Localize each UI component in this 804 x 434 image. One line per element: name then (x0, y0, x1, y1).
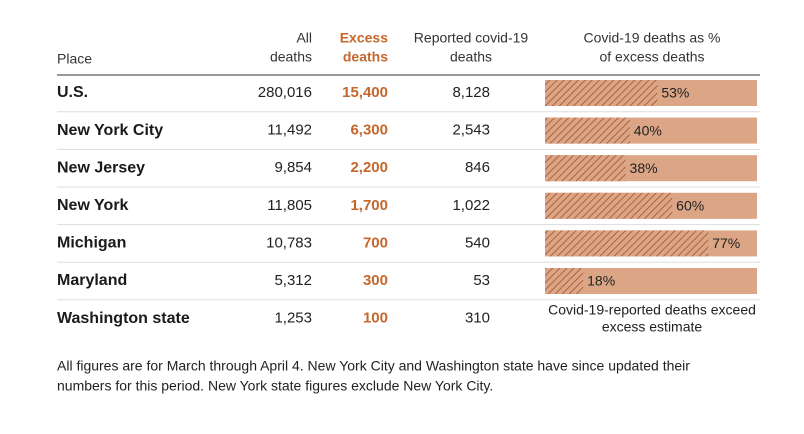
bar-covid (545, 117, 630, 144)
reported-deaths: 846 (465, 159, 490, 176)
all-deaths: 11,492 (267, 122, 312, 139)
reported-deaths: 53 (473, 272, 490, 289)
pct-label: 77% (712, 235, 740, 251)
bar-covid (545, 268, 584, 294)
bar-covid (545, 80, 658, 106)
bar-covid (545, 192, 673, 219)
place: Washington state (57, 310, 190, 327)
pct-label: 40% (634, 122, 662, 138)
all-deaths: 10,783 (266, 234, 312, 251)
reported-deaths: 1,022 (452, 197, 490, 214)
reported-deaths: 540 (465, 234, 490, 251)
place: New York City (57, 122, 163, 139)
bar-covid (545, 230, 709, 257)
header-pct: of excess deaths (599, 49, 704, 65)
pct-label: 38% (630, 160, 658, 176)
place: New York (57, 197, 129, 214)
excess-deaths: 300 (363, 272, 388, 289)
all-deaths: 5,312 (274, 272, 312, 289)
pct-label: 18% (587, 273, 615, 289)
place: Maryland (57, 272, 127, 289)
all-deaths: 9,854 (274, 159, 312, 176)
footnote: All figures are for March through April … (57, 358, 690, 374)
reported-deaths: 310 (465, 310, 490, 327)
excess-deaths: 6,300 (350, 122, 388, 139)
row-note: Covid-19-reported deaths exceed (548, 301, 756, 317)
footnote: numbers for this period. New York state … (57, 378, 493, 394)
header-all_deaths: deaths (270, 49, 312, 65)
place: Michigan (57, 235, 126, 252)
header-reported: deaths (450, 49, 492, 65)
all-deaths: 11,805 (267, 197, 312, 214)
header-excess_deaths: deaths (343, 49, 388, 65)
excess-deaths: 100 (363, 310, 388, 327)
excess-deaths: 1,700 (350, 197, 388, 214)
excess-deaths: 15,400 (342, 84, 388, 101)
reported-deaths: 2,543 (452, 122, 490, 139)
header-pct: Covid-19 deaths as % (584, 30, 721, 46)
header-reported: Reported covid-19 (414, 30, 529, 46)
all-deaths: 1,253 (274, 310, 312, 327)
bar-covid (545, 155, 626, 182)
header-excess_deaths: Excess (340, 30, 388, 46)
excess-deaths: 700 (363, 234, 388, 251)
pct-label: 60% (676, 198, 704, 214)
header-place: Place (57, 51, 92, 67)
reported-deaths: 8,128 (452, 84, 490, 101)
excess-deaths: 2,200 (350, 159, 388, 176)
header-all_deaths: All (296, 30, 312, 46)
place: U.S. (57, 84, 88, 101)
place: New Jersey (57, 159, 145, 176)
pct-label: 53% (661, 85, 689, 101)
row-note: excess estimate (602, 318, 703, 334)
all-deaths: 280,016 (258, 84, 312, 101)
